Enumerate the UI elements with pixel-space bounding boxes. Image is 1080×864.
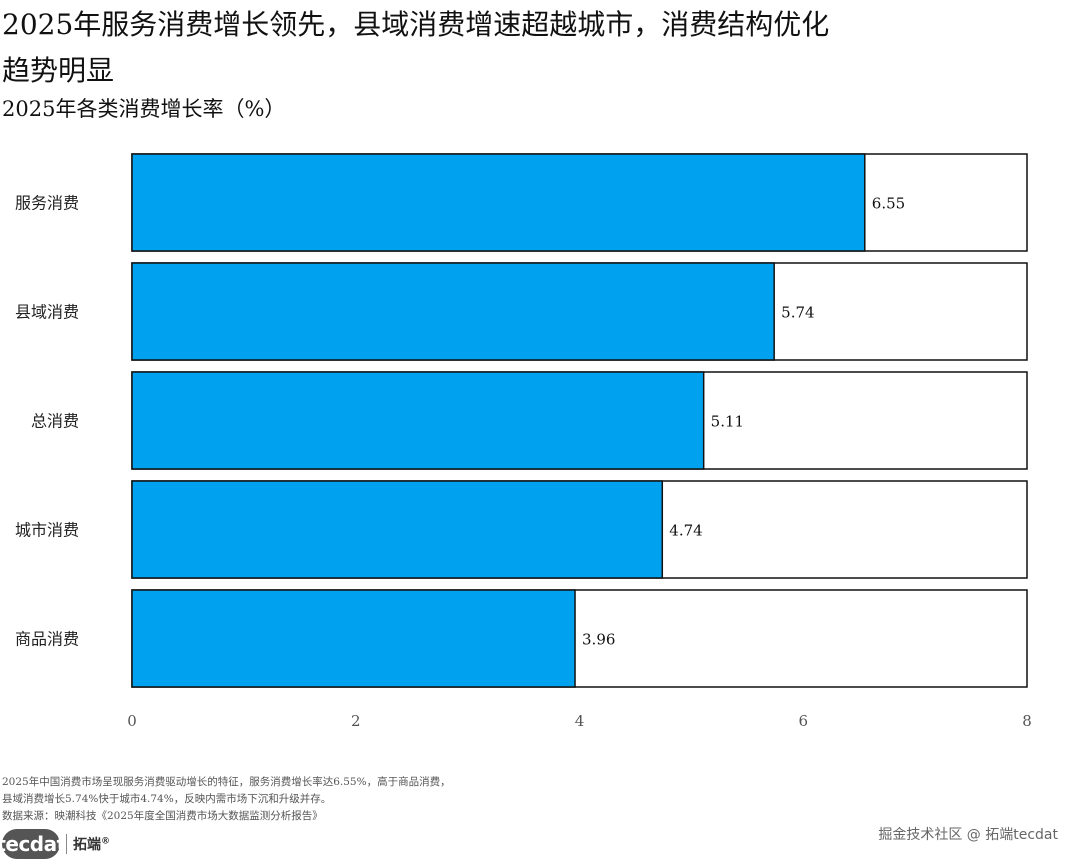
watermark: 掘金技术社区 @ 拓端tecdat — [878, 827, 1058, 843]
bar — [131, 153, 866, 252]
data-label: 6.55 — [872, 195, 905, 213]
data-label: 4.74 — [669, 522, 702, 540]
category-label: 城市消费 — [15, 521, 79, 540]
bar — [131, 589, 576, 688]
bar-chart: 6.55 服务消费 5.74 县域消费 5.11 总消费 4.74 城市消费 3.96 商品消费 0… — [15, 153, 1032, 730]
bar — [131, 262, 775, 361]
source-line: 数据来源：映潮科技《2025年度全国消费市场大数据监测分析报告》 — [2, 810, 323, 822]
x-tick-label: 6 — [798, 712, 808, 730]
chart-title: 2025年服务消费增长领先，县域消费增速超越城市，消费结构优化趋势明显 — [2, 8, 830, 87]
x-tick-label: 4 — [575, 712, 585, 730]
data-label: 5.11 — [711, 413, 744, 431]
bar — [131, 480, 664, 579]
category-label: 商品消费 — [15, 630, 79, 649]
note-line: 县域消费增长5.74%快于城市4.74%，反映内需市场下沉和升级并存。 — [2, 793, 332, 805]
brand-logo: tecdat 拓端® — [0, 828, 110, 860]
category-label: 县域消费 — [15, 303, 79, 322]
logo-cn-text: 拓端® — [73, 836, 110, 853]
x-tick-label: 8 — [1022, 712, 1032, 730]
chart-note: 2025年中国消费市场呈现服务消费驱动增长的特征，服务消费增长率达6.55%，高… — [2, 774, 451, 825]
logo-badge: tecdat — [0, 829, 66, 859]
logo-divider — [66, 834, 67, 854]
x-tick-label: 0 — [127, 712, 137, 730]
note-line: 2025年中国消费市场呈现服务消费驱动增长的特征，服务消费增长率达6.55%，高… — [2, 776, 451, 788]
category-label: 总消费 — [31, 412, 79, 431]
chart-subtitle: 2025年各类消费增长率（%） — [2, 97, 286, 121]
category-label: 服务消费 — [15, 194, 79, 213]
data-label: 5.74 — [781, 304, 814, 322]
bar — [131, 371, 705, 470]
data-label: 3.96 — [582, 631, 615, 649]
x-tick-label: 2 — [351, 712, 361, 730]
